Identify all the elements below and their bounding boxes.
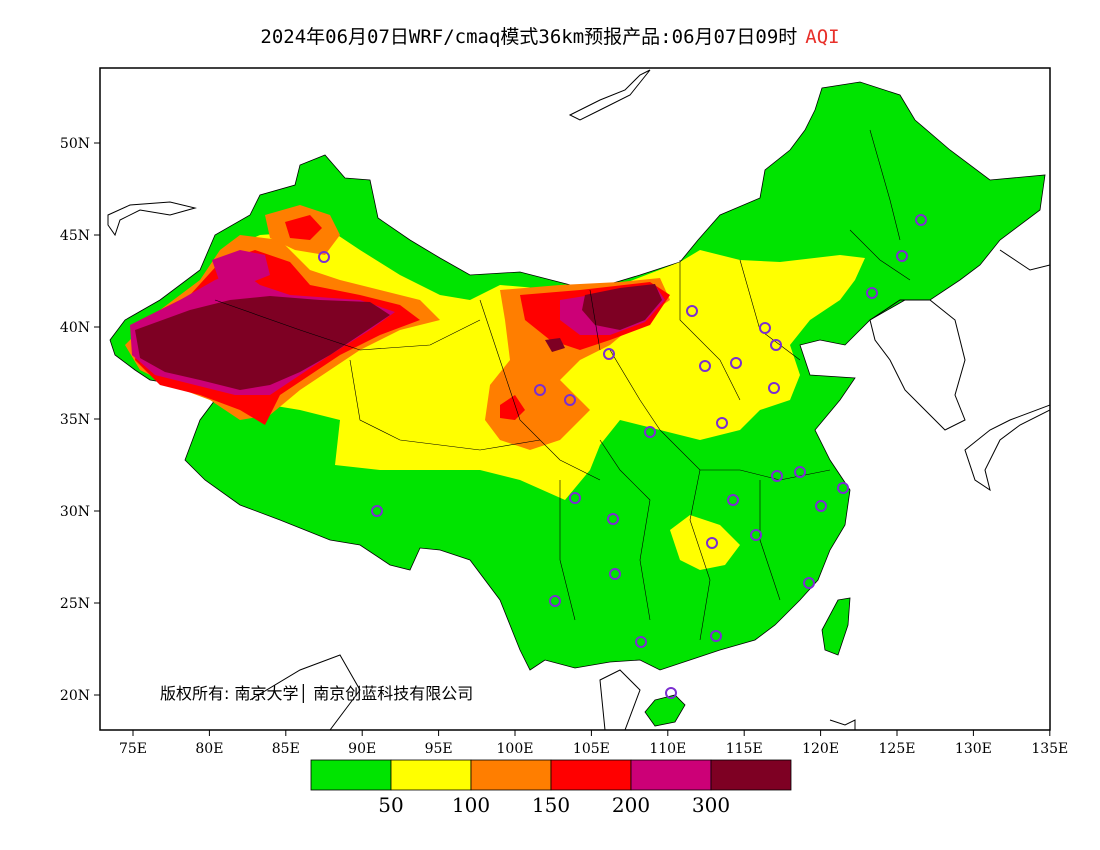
- colorbar-label: 300: [692, 793, 730, 817]
- station-marker: [665, 687, 677, 699]
- lon-tick-label: 95E: [425, 741, 453, 757]
- station-marker: [915, 214, 927, 226]
- lon-tick-label: 125E: [879, 741, 916, 757]
- colorbar-swatch: [550, 759, 632, 791]
- station-marker: [730, 357, 742, 369]
- station-marker: [686, 305, 698, 317]
- lat-tick-label: 40N: [60, 320, 90, 336]
- lat-tick-label: 35N: [60, 412, 90, 428]
- lon-tick-label: 90E: [348, 741, 376, 757]
- station-marker: [768, 382, 780, 394]
- aqi-unhealthy-west: [285, 215, 322, 240]
- lon-tick-label: 75E: [119, 741, 147, 757]
- station-marker: [699, 360, 711, 372]
- lat-tick-label: 20N: [60, 688, 90, 704]
- station-marker: [866, 287, 878, 299]
- map-frame: [99, 67, 1051, 731]
- neighbor-coastlines: [107, 69, 1050, 730]
- station-marker: [549, 595, 561, 607]
- lon-tick-label: 85E: [272, 741, 300, 757]
- station-marker: [569, 492, 581, 504]
- lat-tick-label: 25N: [60, 596, 90, 612]
- station-marker: [771, 470, 783, 482]
- station-marker: [607, 513, 619, 525]
- station-markers: [318, 214, 927, 699]
- lon-tick-label: 80E: [195, 741, 223, 757]
- station-marker: [534, 384, 546, 396]
- longitude-axis: 75E 80E 85E 90E 95E 100E 105E 110E 115E 120E 125E 1…: [119, 730, 1068, 757]
- map-content: [107, 69, 1050, 730]
- station-marker: [750, 529, 762, 541]
- colorbar-label: 100: [452, 793, 490, 817]
- station-marker: [716, 417, 728, 429]
- lon-tick-label: 115E: [726, 741, 763, 757]
- colorbar-label: 200: [612, 793, 650, 817]
- latitude-axis: 20N 25N 30N 35N 40N 45N 50N: [60, 136, 100, 704]
- station-marker: [794, 466, 806, 478]
- aqi-moderate-central: [670, 515, 740, 570]
- lon-tick-label: 105E: [573, 741, 610, 757]
- aqi-unhealthy-patch: [500, 395, 525, 420]
- station-marker: [770, 339, 782, 351]
- title-main: 2024年06月07日WRF/cmaq模式36km预报产品:06月07日09时: [260, 26, 798, 48]
- aqi-very-unhealthy-nw: [212, 250, 270, 285]
- station-marker: [635, 636, 647, 648]
- aqi-hazardous-dot: [545, 338, 565, 352]
- station-marker: [815, 500, 827, 512]
- copyright-notice: 版权所有: 南京大学│ 南京创蓝科技有限公司: [160, 684, 474, 703]
- lon-tick-label: 110E: [649, 741, 686, 757]
- station-marker: [644, 426, 656, 438]
- map-title: 2024年06月07日WRF/cmaq模式36km预报产品:06月07日09时 A…: [0, 22, 1100, 49]
- station-marker: [837, 482, 849, 494]
- lon-tick-label: 130E: [955, 741, 992, 757]
- lon-tick-label: 120E: [802, 741, 839, 757]
- colorbar-swatch: [710, 759, 792, 791]
- station-marker: [371, 505, 383, 517]
- lon-tick-label: 135E: [1031, 741, 1068, 757]
- colorbar-swatch: [310, 759, 392, 791]
- taiwan: [821, 597, 851, 656]
- colorbar-label: 50: [378, 793, 403, 817]
- colorbar-swatch: [470, 759, 552, 791]
- title-variable: AQI: [805, 26, 840, 48]
- colorbar-swatch: [630, 759, 712, 791]
- colorbar-label: 150: [532, 793, 570, 817]
- lon-tick-label: 100E: [497, 741, 534, 757]
- station-marker: [609, 568, 621, 580]
- station-marker: [803, 577, 815, 589]
- station-marker: [318, 251, 330, 263]
- lat-tick-label: 50N: [60, 136, 90, 152]
- station-marker: [896, 250, 908, 262]
- lat-tick-label: 30N: [60, 504, 90, 520]
- aqi-hazardous-region: [135, 296, 390, 390]
- station-marker: [710, 630, 722, 642]
- aqi-colorbar: 50 100 150 200 300: [310, 759, 792, 817]
- station-marker: [706, 537, 718, 549]
- aqi-hazardous-north: [582, 284, 662, 330]
- station-marker: [564, 394, 576, 406]
- lat-tick-label: 45N: [60, 228, 90, 244]
- station-marker: [603, 348, 615, 360]
- station-marker: [759, 322, 771, 334]
- colorbar-swatch: [390, 759, 472, 791]
- station-marker: [727, 494, 739, 506]
